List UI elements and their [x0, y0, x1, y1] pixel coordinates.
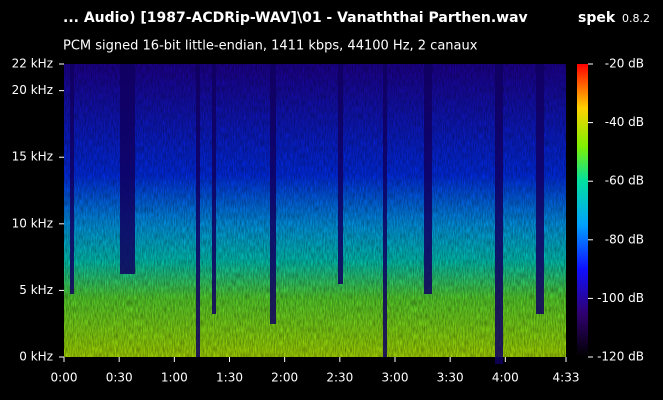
x-tick-label: 2:30 — [326, 371, 353, 385]
x-tick-label: 1:30 — [216, 371, 243, 385]
x-tick-label: 3:30 — [437, 371, 464, 385]
colorbar-tick-label: -80 dB — [605, 232, 644, 246]
x-tick-label: 0:30 — [106, 371, 133, 385]
colorbar-tick-label: -40 dB — [605, 115, 644, 129]
app-name: spek — [578, 10, 616, 26]
y-tick-label: 0 kHz — [19, 350, 53, 364]
title: ... Audio) [1987-ACDRip-WAV]\01 - Vanath… — [63, 10, 528, 26]
y-tick-label: 10 kHz — [12, 216, 53, 230]
colorbar-tick-label: -100 dB — [597, 291, 644, 305]
subtitle: PCM signed 16-bit little-endian, 1411 kb… — [63, 39, 478, 54]
y-tick-label: 22 kHz — [12, 57, 53, 71]
x-tick-label: 2:00 — [271, 371, 298, 385]
colorbar-tick-label: -20 dB — [605, 57, 644, 71]
x-tick-label: 1:00 — [161, 371, 188, 385]
y-tick-label: 20 kHz — [12, 83, 53, 97]
colorbar-tick-label: -120 dB — [597, 350, 644, 364]
color-bar — [577, 64, 588, 357]
spectrogram-image — [64, 64, 566, 364]
x-tick-label: 4:33 — [553, 371, 580, 385]
y-tick-label: 5 kHz — [19, 283, 53, 297]
x-tick-label: 4:00 — [492, 371, 519, 385]
y-tick-label: 15 kHz — [12, 150, 53, 164]
app-version: 0.8.2 — [622, 12, 650, 25]
colorbar-tick-label: -60 dB — [605, 174, 644, 188]
x-tick-label: 0:00 — [51, 371, 78, 385]
x-tick-label: 3:00 — [382, 371, 409, 385]
